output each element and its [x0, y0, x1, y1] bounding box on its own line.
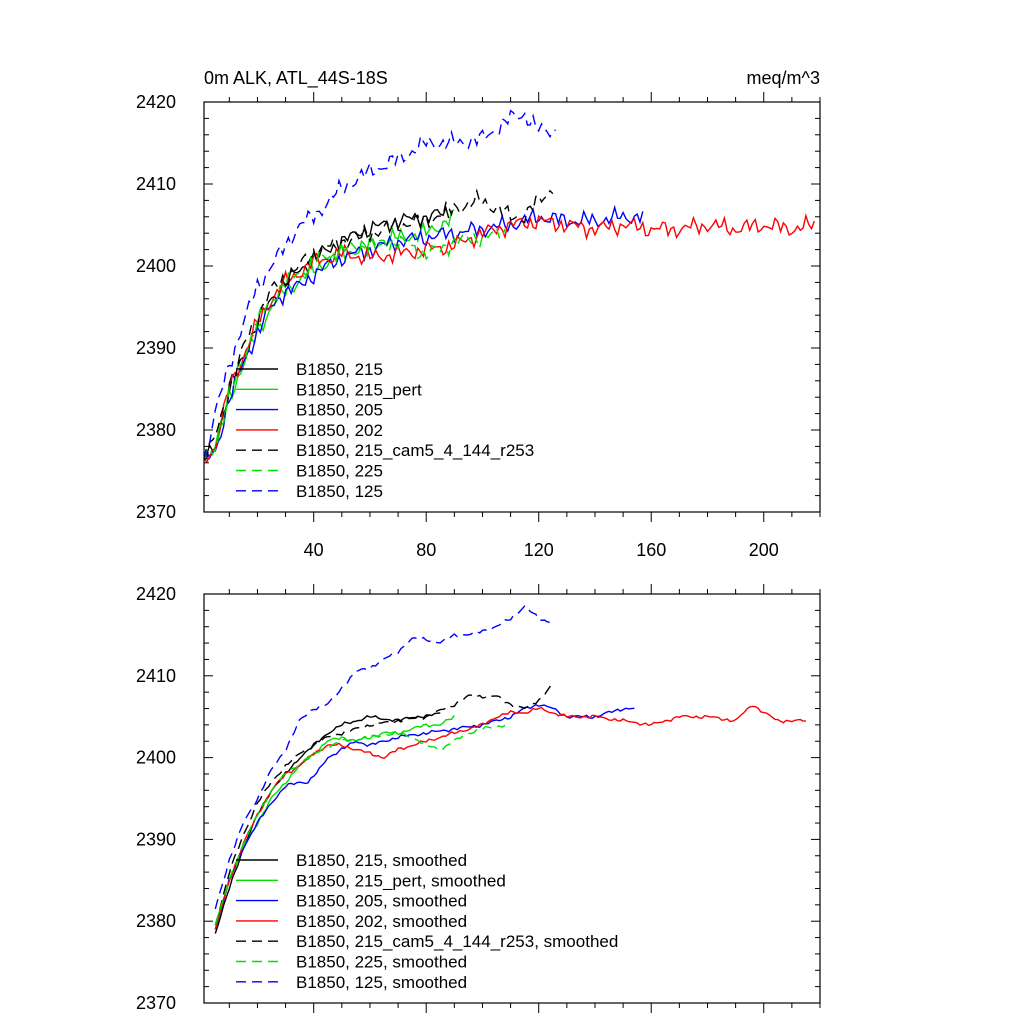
y-tick-label: 2420	[136, 584, 176, 604]
legend-label: B1850, 205	[296, 401, 383, 420]
y-tick-label: 2400	[136, 256, 176, 276]
plot-frame	[203, 101, 821, 513]
legend-label: B1850, 215, smoothed	[296, 851, 467, 870]
x-tick-label: 160	[636, 540, 666, 560]
y-tick-label: 2370	[136, 993, 176, 1013]
y-tick-label: 2380	[136, 911, 176, 931]
series-line	[204, 226, 506, 459]
x-tick-label: 120	[524, 540, 554, 560]
series-line	[204, 204, 644, 460]
x-tick-label: 80	[416, 540, 436, 560]
legend-label: B1850, 215_cam5_4_144_r253	[296, 441, 534, 460]
y-tick-label: 2410	[136, 666, 176, 686]
x-tick-label: 40	[304, 540, 324, 560]
legend-label: B1850, 215_pert, smoothed	[296, 871, 506, 890]
plot-frame	[203, 593, 821, 1004]
legend-label: B1850, 215_pert	[296, 380, 422, 399]
legend-label: B1850, 215	[296, 360, 383, 379]
legend-label: B1850, 225	[296, 462, 383, 481]
series-line	[204, 213, 816, 464]
legend-label: B1850, 202, smoothed	[296, 912, 467, 931]
y-tick-label: 2390	[136, 338, 176, 358]
legend-label: B1850, 215_cam5_4_144_r253, smoothed	[296, 932, 618, 951]
series-line	[204, 205, 450, 460]
plot-title: 0m ALK, ATL_44S-18S	[204, 68, 388, 89]
series-line	[214, 724, 506, 926]
y-tick-label: 2420	[136, 92, 176, 112]
series-line	[214, 604, 553, 910]
top-panel: 0m ALK, ATL_44S-18S meq/m^3 2370 2380 2390 24…	[136, 68, 821, 560]
y-tick-label: 2380	[136, 420, 176, 440]
legend-label: B1850, 205, smoothed	[296, 892, 467, 911]
series-line	[204, 109, 557, 459]
legend-label: B1850, 125, smoothed	[296, 973, 467, 992]
series-line	[214, 682, 554, 926]
legend-label: B1850, 202	[296, 421, 383, 440]
units-label: meq/m^3	[747, 68, 820, 88]
bottom-panel: 2370 2380 2390 2400 2410 2420 B1850, 215, smoo…	[136, 584, 821, 1013]
legend-label: B1850, 125	[296, 482, 383, 501]
series-line	[204, 188, 554, 460]
y-tick-label: 2400	[136, 748, 176, 768]
y-tick-label: 2370	[136, 502, 176, 522]
series-line	[214, 705, 806, 930]
y-tick-label: 2390	[136, 829, 176, 849]
x-tick-label: 200	[749, 540, 779, 560]
legend-label: B1850, 225, smoothed	[296, 953, 467, 972]
y-tick-label: 2410	[136, 174, 176, 194]
